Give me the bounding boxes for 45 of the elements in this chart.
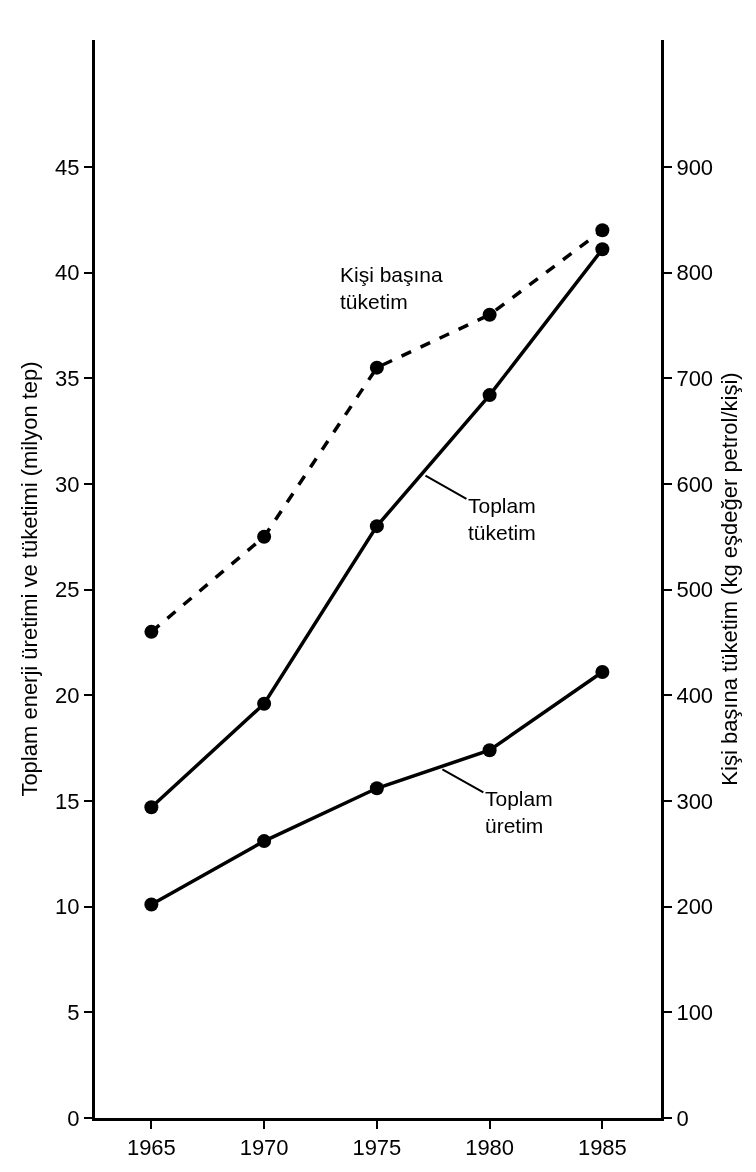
y-tick-label: 25 — [55, 577, 80, 603]
y2-tick-label: 900 — [676, 154, 714, 180]
point — [595, 223, 610, 238]
point — [482, 743, 497, 758]
y-tick-label: 30 — [55, 471, 80, 497]
y2-tick-label: 100 — [676, 1000, 714, 1026]
x-tick-label: 1965 — [126, 1135, 176, 1161]
point — [595, 665, 610, 679]
point — [144, 800, 159, 815]
y-tick-label: 35 — [55, 365, 80, 391]
x-tick-label: 1980 — [465, 1135, 515, 1161]
y-axis-title: Toplam enerji üretimi ve tüketimi (milyon tep) — [16, 361, 42, 797]
point — [257, 834, 272, 849]
y2-tick-label: 600 — [676, 471, 714, 497]
y2-tick-label: 700 — [676, 365, 714, 391]
y-tick-label: 15 — [55, 788, 80, 814]
series-label: Toplam üretim — [485, 787, 553, 838]
x-tick-label: 1970 — [239, 1135, 289, 1161]
point — [482, 388, 497, 403]
series-label: Kişi başına tüketim — [340, 263, 444, 314]
point — [144, 624, 159, 639]
point — [257, 529, 272, 544]
y2-tick-label: 500 — [676, 577, 714, 603]
point — [369, 781, 384, 796]
y2-tick-label: 800 — [676, 260, 714, 286]
y2-tick-label: 0 — [676, 1105, 689, 1131]
y-tick-label: 40 — [55, 260, 80, 286]
y2-tick-label: 300 — [676, 788, 714, 814]
point — [257, 696, 272, 711]
y2-axis-title: Kişi başına tüketim (kg eşdeğer petrol/kişi) — [717, 372, 743, 786]
text: Toplam tüketim — [468, 494, 536, 545]
x-tick-label: 1975 — [352, 1135, 402, 1161]
y-tick-label: 10 — [55, 894, 80, 920]
point — [482, 307, 497, 322]
y2-tick-label: 200 — [676, 894, 714, 920]
y-tick-label: 45 — [55, 154, 80, 180]
point — [369, 360, 384, 375]
point — [369, 519, 384, 534]
point — [144, 897, 159, 912]
y-tick-label: 0 — [67, 1105, 80, 1131]
y-tick-label: 20 — [55, 682, 80, 708]
y-tick-label: 5 — [67, 1000, 80, 1026]
y2-tick-label: 400 — [676, 682, 714, 708]
x-tick-label: 1985 — [577, 1135, 627, 1161]
point — [595, 242, 610, 257]
